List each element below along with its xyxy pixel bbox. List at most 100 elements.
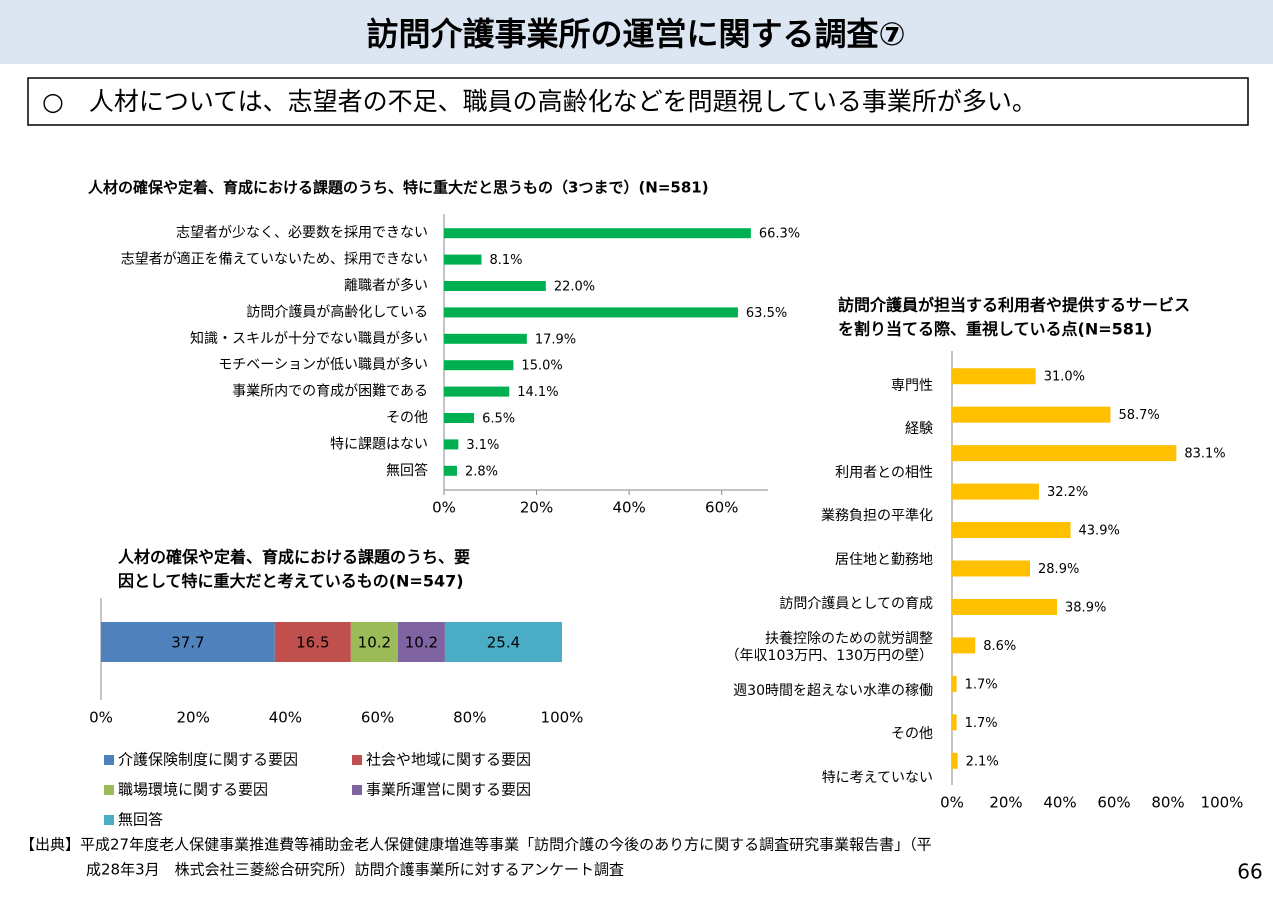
x-tick-label: 40% [1043,794,1076,812]
legend-label: 介護保険制度に関する要因 [118,751,298,769]
title-band [0,0,1273,64]
chart-title: 人材の確保や定着、育成における課題のうち、要 [118,548,470,567]
bar [444,333,527,344]
bar [444,228,751,239]
category-label: 離職者が多い [344,277,428,294]
bar [952,714,957,731]
bar [952,483,1039,500]
category-label: 無回答 [386,462,428,479]
data-label: 37.7 [171,634,204,652]
category-label: 事業所内での育成が困難である [232,384,428,400]
category-label: 週30時間を超えない水準の稼働 [733,682,933,699]
summary-box [27,77,1249,126]
data-label: 15.0% [521,359,562,374]
data-label: 28.9% [1038,562,1079,577]
bar [444,307,738,318]
data-label: 2.1% [966,754,999,769]
legend-label: 社会や地域に関する要因 [366,751,531,769]
category-label: 特に課題はない [330,436,428,452]
x-tick-label: 100% [541,709,584,727]
chart-title: 訪問介護員が担当する利用者や提供するサービス [838,296,1190,315]
bar [444,439,459,450]
category-label: 訪問介護員が高齢化している [246,303,428,320]
bar [444,413,475,423]
data-label: 17.9% [535,332,576,347]
legend-swatch [104,815,114,825]
x-tick-label: 60% [705,499,738,517]
chart-title: 因として特に重大だと考えているもの(N=547) [118,572,464,591]
bar [952,368,1036,385]
bar [952,522,1071,539]
legend-swatch [352,785,362,795]
data-label: 3.1% [466,438,499,453]
chart-title: 人材の確保や定着、育成における課題のうち、特に重大だと思うもの（3つまで）(N=… [88,179,709,197]
category-label: 扶養控除のための就労調整 （年収103万円、130万円の壁） [725,630,933,664]
x-tick-label: 40% [269,709,302,727]
category-label: 志望者が適正を備えていないため、採用できない [121,251,428,268]
bar [952,598,1058,615]
bar-segment [350,622,398,662]
data-label: 31.0% [1044,370,1085,385]
x-tick-label: 40% [612,499,645,517]
source: 成28年3月 株式会社三菱総合研究所）訪問介護事業所に対するアンケート調査 [86,861,624,879]
bar [444,254,482,265]
data-label: 22.0% [554,280,595,295]
x-tick-label: 0% [432,499,456,517]
x-tick-label: 20% [177,709,210,727]
x-tick-label: 80% [1151,794,1184,812]
category-label: 経験 [905,421,933,438]
x-tick-label: 0% [940,794,964,812]
category-label: 志望者が少なく、必要数を採用できない [176,225,428,241]
bar [444,360,514,371]
bar [952,560,1031,577]
data-label: 58.7% [1118,408,1159,423]
legend-label: 職場環境に関する要因 [118,781,268,799]
chart-title: を割り当てる際、重視している点(N=581) [838,320,1152,339]
data-label: 63.5% [746,306,787,321]
data-label: 25.4 [487,634,520,652]
legend-label: 無回答 [118,811,163,829]
category-label: 専門性 [891,377,933,394]
legend-swatch [104,755,114,765]
x-tick-label: 60% [361,709,394,727]
bar [444,465,457,476]
category-label: その他 [891,726,933,743]
data-label: 14.1% [517,385,558,400]
data-label: 83.1% [1184,447,1225,462]
category-label: 特に考えていない [821,770,933,787]
bar [952,445,1177,462]
bar [444,386,510,397]
bar [952,406,1111,423]
data-label: 1.7% [965,677,998,692]
x-tick-label: 20% [989,794,1022,812]
data-label: 32.2% [1047,485,1088,500]
category-label: 居住地と勤務地 [835,552,933,569]
bar-segment [397,622,445,662]
bar-segment [101,622,275,662]
data-label: 66.3% [759,227,800,242]
x-tick-label: 60% [1097,794,1130,812]
category-label: 訪問介護員としての育成 [779,595,933,612]
legend-swatch [104,785,114,795]
data-label: 38.9% [1065,600,1106,615]
data-label: 1.7% [965,716,998,731]
source: 【出典】平成27年度老人保健事業推進費等補助金老人保健健康増進等事業「訪問介護の… [20,836,932,854]
category-label: モチベーションが低い職員が多い [218,356,428,373]
category-label: 知識・スキルが十分でない職員が多い [190,330,428,347]
bar [444,281,546,291]
x-tick-label: 80% [453,709,486,727]
category-label: その他 [386,410,428,426]
bar-segment [444,622,562,662]
bar [952,675,957,692]
data-label: 2.8% [465,464,498,479]
data-label: 6.5% [482,412,515,427]
legend-swatch [352,755,362,765]
bar-segment [274,622,351,662]
data-label: 16.5 [296,634,329,652]
data-label: 8.1% [489,253,522,268]
data-label: 10.2 [405,634,438,652]
legend-label: 事業所運営に関する要因 [366,781,531,799]
slide-title: 訪問介護事業所の運営に関する調査⑦ [366,15,905,53]
